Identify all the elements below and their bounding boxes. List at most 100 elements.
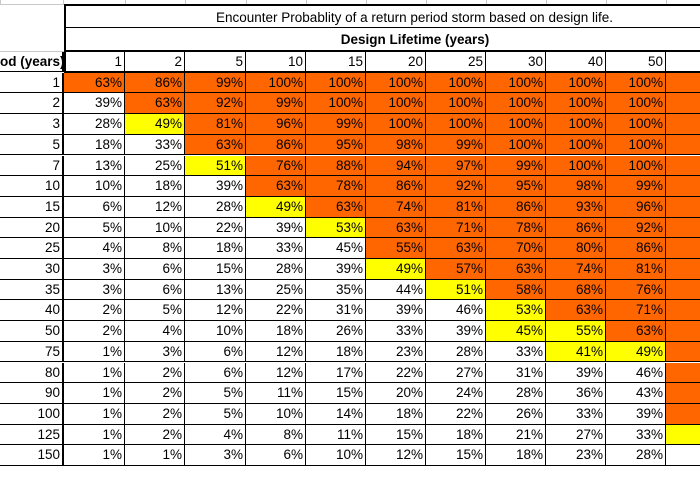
table-cell[interactable]: 3% <box>64 259 125 280</box>
table-cell[interactable]: 71% <box>426 217 486 239</box>
row-header-19[interactable]: 150 <box>0 445 64 466</box>
table-cell[interactable]: 5% <box>185 403 246 425</box>
table-cell[interactable]: 81% <box>606 259 666 280</box>
table-cell[interactable]: 100 <box>666 155 700 177</box>
table-cell[interactable]: 18% <box>64 134 125 156</box>
table-cell[interactable]: 17% <box>306 362 366 384</box>
table-cell[interactable]: 100% <box>426 93 486 115</box>
table-cell[interactable]: 18% <box>306 341 366 363</box>
table-cell[interactable]: 18% <box>246 321 306 342</box>
table-cell[interactable]: 41 <box>666 445 700 466</box>
table-cell[interactable]: 22% <box>185 217 246 239</box>
table-cell[interactable]: 46% <box>426 300 486 322</box>
table-cell[interactable]: 10% <box>246 403 306 425</box>
table-cell[interactable]: 86% <box>486 196 546 218</box>
table-cell[interactable]: 26% <box>306 321 366 342</box>
table-cell[interactable]: 100% <box>486 134 546 156</box>
table-cell[interactable]: 39% <box>426 321 486 342</box>
row-header-10[interactable]: 30 <box>0 259 64 280</box>
table-cell[interactable]: 39% <box>246 217 306 239</box>
row-header-8[interactable]: 20 <box>0 217 64 239</box>
table-cell[interactable]: 1% <box>64 341 125 363</box>
table-cell[interactable]: 81% <box>185 114 246 135</box>
table-cell[interactable]: 27% <box>546 424 606 446</box>
table-cell[interactable]: 12% <box>125 196 185 218</box>
table-cell[interactable]: 25% <box>125 155 185 177</box>
table-cell[interactable]: 100% <box>306 72 366 94</box>
column-header-4[interactable]: 10 <box>246 52 306 73</box>
table-cell[interactable]: 100% <box>606 155 666 177</box>
table-cell[interactable]: 99% <box>426 134 486 156</box>
table-cell[interactable]: 14% <box>306 403 366 425</box>
row-header-11[interactable]: 35 <box>0 279 64 301</box>
table-cell[interactable]: 81% <box>426 196 486 218</box>
table-cell[interactable]: 100 <box>666 196 700 218</box>
table-cell[interactable]: 96% <box>246 114 306 135</box>
table-cell[interactable]: 18% <box>426 424 486 446</box>
table-cell[interactable]: 86% <box>246 134 306 156</box>
table-cell[interactable]: 86 <box>666 300 700 322</box>
table-cell[interactable]: 6% <box>246 445 306 466</box>
column-header-9[interactable]: 40 <box>546 52 606 73</box>
table-cell[interactable]: 1% <box>64 445 125 466</box>
table-cell[interactable]: 76% <box>246 155 306 177</box>
table-cell[interactable]: 13% <box>64 155 125 177</box>
table-cell[interactable]: 39% <box>306 259 366 280</box>
table-cell[interactable]: 4% <box>64 238 125 259</box>
table-cell[interactable]: 22% <box>366 362 426 384</box>
table-cell[interactable]: 23% <box>546 445 606 466</box>
table-cell[interactable]: 63% <box>546 300 606 322</box>
table-cell[interactable]: 33% <box>486 341 546 363</box>
table-cell[interactable]: 33% <box>366 321 426 342</box>
table-cell[interactable]: 2% <box>64 300 125 322</box>
table-cell[interactable]: 100% <box>606 114 666 135</box>
table-cell[interactable]: 63% <box>64 72 125 94</box>
table-cell[interactable]: 1% <box>64 424 125 446</box>
table-cell[interactable]: 13% <box>185 279 246 301</box>
table-cell[interactable]: 100 <box>666 134 700 156</box>
table-cell[interactable]: 12% <box>246 341 306 363</box>
table-cell[interactable]: 39% <box>366 300 426 322</box>
table-cell[interactable]: 28% <box>185 196 246 218</box>
row-header-6[interactable]: 10 <box>0 176 64 197</box>
table-cell[interactable]: 90 <box>666 279 700 301</box>
table-cell[interactable]: 27% <box>426 362 486 384</box>
table-cell[interactable]: 80% <box>546 238 606 259</box>
table-cell[interactable]: 100% <box>426 114 486 135</box>
table-cell[interactable]: 15% <box>426 445 486 466</box>
table-cell[interactable]: 15% <box>185 259 246 280</box>
table-cell[interactable]: 47 <box>666 424 700 446</box>
table-cell[interactable]: 6% <box>125 259 185 280</box>
table-cell[interactable]: 100% <box>606 93 666 115</box>
table-cell[interactable]: 33% <box>246 238 306 259</box>
table-cell[interactable]: 5% <box>185 383 246 404</box>
table-cell[interactable]: 55% <box>366 238 426 259</box>
table-cell[interactable]: 92% <box>426 176 486 197</box>
column-header-6[interactable]: 20 <box>366 52 426 73</box>
row-header-12[interactable]: 40 <box>0 300 64 322</box>
row-header-17[interactable]: 100 <box>0 403 64 425</box>
table-cell[interactable]: 49% <box>366 259 426 280</box>
table-cell[interactable]: 12% <box>246 362 306 384</box>
table-cell[interactable]: 100% <box>246 72 306 94</box>
table-cell[interactable]: 100% <box>546 114 606 135</box>
table-cell[interactable]: 11% <box>306 424 366 446</box>
column-header-2[interactable]: 2 <box>125 52 185 73</box>
table-cell[interactable]: 88% <box>306 155 366 177</box>
table-cell[interactable]: 4% <box>185 424 246 446</box>
table-cell[interactable]: 63% <box>366 217 426 239</box>
table-cell[interactable]: 100% <box>426 72 486 94</box>
table-cell[interactable]: 33% <box>546 403 606 425</box>
table-cell[interactable]: 76% <box>606 279 666 301</box>
table-cell[interactable]: 97% <box>426 155 486 177</box>
table-cell[interactable]: 33% <box>606 424 666 446</box>
table-cell[interactable]: 100% <box>546 134 606 156</box>
row-header-4[interactable]: 5 <box>0 134 64 156</box>
table-cell[interactable]: 6% <box>185 362 246 384</box>
column-header-1[interactable]: 1 <box>64 52 125 73</box>
table-title[interactable]: Encounter Probablity of a return period … <box>64 4 700 28</box>
table-cell[interactable]: 63% <box>246 176 306 197</box>
table-cell[interactable]: 59 <box>666 383 700 404</box>
table-cell[interactable]: 53% <box>486 300 546 322</box>
table-cell[interactable]: 11% <box>246 383 306 404</box>
